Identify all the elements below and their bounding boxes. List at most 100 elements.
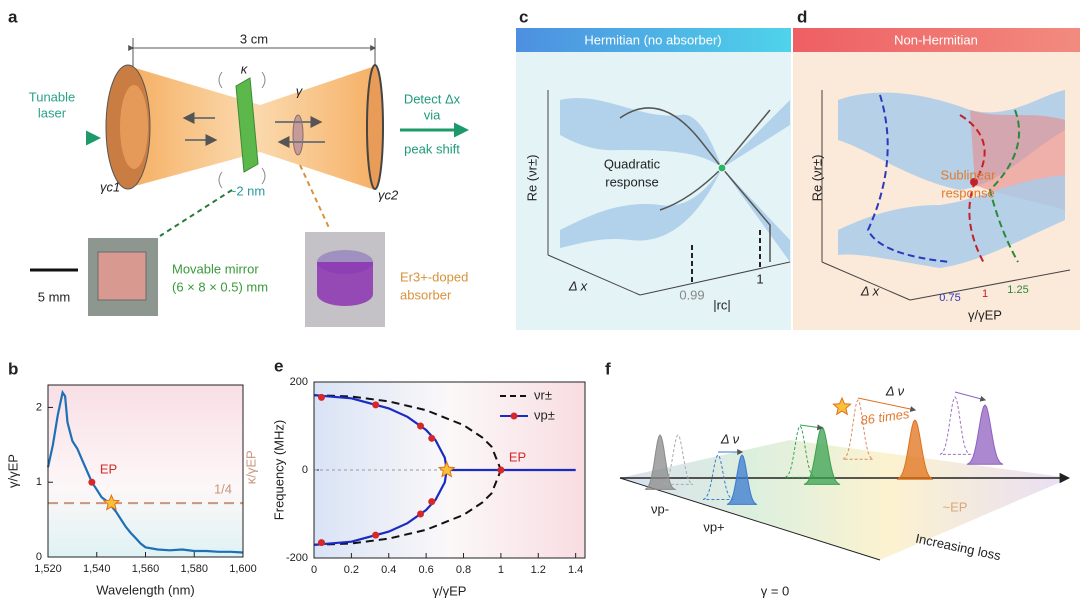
x-tick-label: 0 bbox=[311, 564, 317, 576]
gamma-c2: γc2 bbox=[378, 187, 399, 202]
ep-label: EP bbox=[100, 462, 117, 477]
x-tick-label: 1,540 bbox=[83, 563, 111, 575]
crossing-point bbox=[717, 163, 727, 173]
shift-label: Δ ν bbox=[720, 431, 740, 446]
gap-label: ~2 nm bbox=[229, 183, 266, 198]
header bbox=[793, 28, 1080, 52]
vibration bbox=[218, 71, 266, 189]
x-tick-label: 1,560 bbox=[132, 563, 160, 575]
absorber-body bbox=[317, 262, 373, 306]
header-label: Non-Hermitian bbox=[894, 32, 978, 47]
data-point bbox=[372, 531, 380, 539]
kappa-label: κ bbox=[241, 61, 249, 76]
y-tick-label: 2 bbox=[36, 401, 42, 413]
photo-mirror-sample bbox=[97, 251, 147, 301]
tick-label: 1 bbox=[756, 271, 763, 286]
annotation: Quadratic bbox=[604, 156, 661, 171]
star bbox=[102, 493, 121, 511]
series-line bbox=[46, 389, 244, 554]
y-label: Re (νr±) bbox=[524, 155, 539, 202]
background bbox=[516, 52, 791, 330]
spectral-peak bbox=[662, 434, 694, 485]
x-tick-label: 1.4 bbox=[568, 564, 583, 576]
minus-label: νp- bbox=[651, 501, 669, 516]
data-point bbox=[417, 422, 425, 430]
axis bbox=[639, 261, 791, 296]
header-label: Hermitian (no absorber) bbox=[584, 32, 721, 47]
spectral-peak bbox=[896, 419, 934, 480]
curve-075 bbox=[866, 94, 951, 263]
ep-point bbox=[88, 478, 96, 486]
shift-label: Δ ν bbox=[885, 383, 905, 398]
mirror-right bbox=[366, 64, 384, 190]
plane bbox=[620, 440, 1070, 560]
x-tick-label: 1,600 bbox=[229, 563, 257, 575]
data-point bbox=[372, 401, 380, 409]
distance-label: 3 cm bbox=[240, 31, 268, 46]
x-axis-label: γ/γEP bbox=[433, 583, 467, 598]
mirror-left-inner bbox=[120, 85, 148, 169]
right-label: κ/γEP bbox=[243, 450, 258, 484]
x-tick-label: 1,580 bbox=[180, 563, 208, 575]
y-label: Re (νr±) bbox=[809, 155, 824, 202]
data-point bbox=[417, 510, 425, 518]
panel-letter: f bbox=[605, 359, 611, 378]
mirror-label: Movable mirror bbox=[172, 261, 259, 276]
absorber-disk bbox=[292, 114, 304, 156]
depth-label: Δ x bbox=[860, 283, 880, 298]
x-tick-label: 1 bbox=[498, 564, 504, 576]
spectral-peak bbox=[784, 425, 816, 478]
tick-label: 1.25 bbox=[1007, 284, 1028, 296]
legend-label: νp± bbox=[534, 407, 555, 422]
ep-point bbox=[497, 466, 505, 474]
annotation: Sublinear bbox=[941, 167, 997, 182]
axis bbox=[547, 254, 641, 296]
panel-f: f Δ ν Δ ν 86 times νp- νp+ γ = 0 Increas… bbox=[605, 359, 1071, 598]
tick-label: 0.99 bbox=[679, 287, 704, 302]
tick-label: 1 bbox=[982, 288, 988, 300]
data-point bbox=[317, 393, 325, 401]
annotation: response bbox=[605, 174, 658, 189]
ep-point bbox=[970, 178, 978, 186]
movable-mirror bbox=[235, 77, 259, 173]
plot-background bbox=[48, 385, 243, 557]
series-line bbox=[313, 394, 502, 546]
plot-frame bbox=[47, 384, 244, 558]
panel-a: a 3 cm Tunable laser κ γ Detect Δx via p… bbox=[8, 7, 469, 327]
plane-edge bbox=[619, 477, 881, 561]
shift-arrow bbox=[799, 424, 824, 431]
detect-label: via bbox=[424, 107, 441, 122]
spectral-peak bbox=[966, 404, 1004, 465]
plus-label: νp+ bbox=[703, 519, 724, 534]
absorber-label: Er3+-doped bbox=[400, 269, 468, 284]
ep-label: EP bbox=[509, 449, 526, 464]
star bbox=[832, 396, 852, 416]
x-label: |rc| bbox=[713, 297, 731, 312]
axis bbox=[821, 261, 911, 301]
detect-label: peak shift bbox=[404, 141, 460, 156]
x-axis-label: Wavelength (nm) bbox=[96, 582, 195, 597]
x-tick-label: 0.6 bbox=[418, 564, 433, 576]
data-point bbox=[428, 434, 436, 442]
y-tick-label: 200 bbox=[290, 376, 308, 388]
spectral-peak bbox=[702, 454, 734, 500]
source-label: laser bbox=[38, 105, 67, 120]
y-tick-label: -200 bbox=[286, 552, 308, 564]
panel-d: d Non-Hermitian Sublinear response Re (ν… bbox=[793, 7, 1080, 330]
ratio-label: 86 times bbox=[859, 406, 910, 428]
gamma-label: γ bbox=[296, 83, 304, 98]
spectral-peak bbox=[842, 399, 875, 460]
x-tick-label: 0.2 bbox=[344, 564, 359, 576]
y-tick-label: 0 bbox=[302, 464, 308, 476]
legend-marker bbox=[510, 412, 518, 420]
x-label: γ/γEP bbox=[968, 307, 1002, 322]
detect-label: Detect Δx bbox=[404, 91, 461, 106]
lower-sheet bbox=[560, 168, 790, 262]
leader bbox=[159, 189, 233, 237]
x-tick-label: 1.2 bbox=[531, 564, 546, 576]
ep-label: ~EP bbox=[943, 499, 968, 514]
upper-sheet bbox=[560, 97, 790, 168]
x-tick-label: 0.4 bbox=[381, 564, 396, 576]
panel-letter: d bbox=[797, 7, 807, 26]
